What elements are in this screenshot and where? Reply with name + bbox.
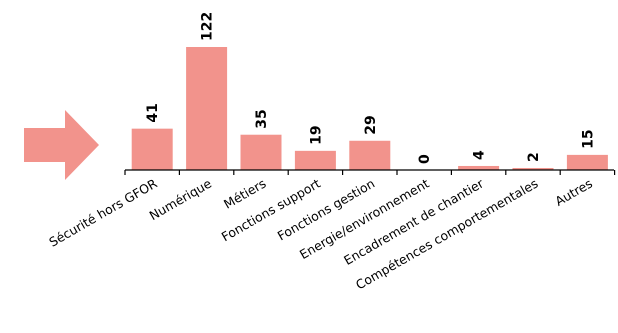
bar-value-label: 122 <box>200 12 216 41</box>
category-label: Autres <box>552 176 595 209</box>
bars-group <box>131 47 608 170</box>
bar-value-label: 4 <box>472 150 488 160</box>
bar-value-label: 35 <box>254 109 270 128</box>
x-axis-ticks-group <box>124 170 616 175</box>
bar-value-label: 41 <box>145 103 161 122</box>
category-label: Fonctions support <box>219 176 323 245</box>
bar-value-label: 19 <box>308 125 324 144</box>
bar-value-label: 0 <box>417 154 433 164</box>
bar <box>294 150 336 170</box>
bar <box>512 167 554 170</box>
bar-value-label: 29 <box>363 115 379 134</box>
arrow-icon <box>24 110 99 180</box>
bar <box>131 128 173 170</box>
bar-value-label: 2 <box>526 152 542 162</box>
category-label: Numérique <box>147 175 215 223</box>
bar <box>349 140 391 170</box>
bar-value-label: 15 <box>580 129 596 148</box>
bar <box>458 165 500 170</box>
bar <box>186 47 228 170</box>
category-label: Sécurité hors GFOR <box>46 175 160 249</box>
value-labels-group: 41 122 35 19 29 0 4 2 15 <box>145 12 596 164</box>
bar <box>566 154 608 170</box>
bar <box>240 134 282 170</box>
